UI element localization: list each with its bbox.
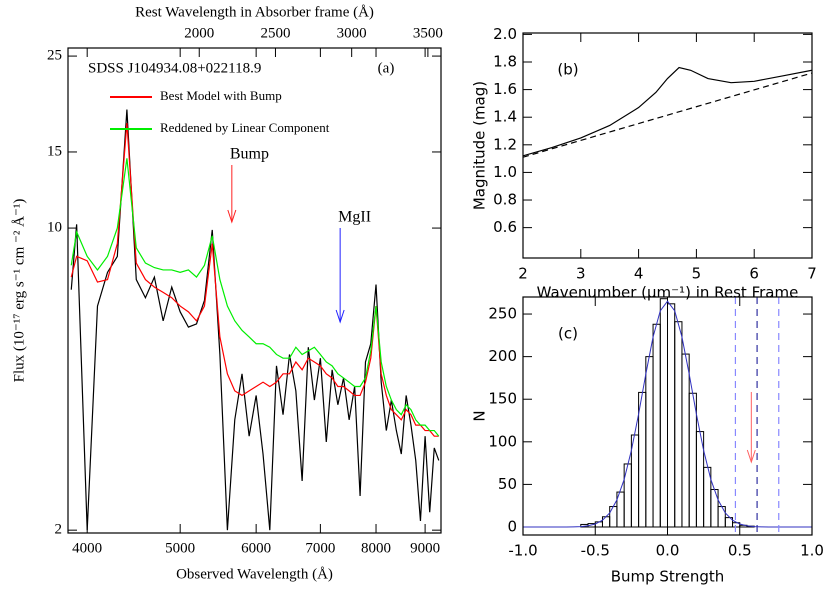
histogram-bar [659, 298, 669, 528]
x-tick-label: 3 [576, 265, 586, 283]
panel-title: SDSS J104934.08+022118.9 [88, 60, 261, 76]
annotation-label: MgII [338, 209, 371, 226]
y-tick-label: 1.6 [493, 80, 517, 98]
x-tick-label: 4 [634, 265, 644, 283]
y-tick-label: 0.8 [493, 191, 517, 209]
y-tick-label: 1.4 [493, 108, 517, 126]
annotation-label: Bump [230, 146, 269, 163]
series-line [70, 122, 439, 437]
plot-area [523, 297, 812, 535]
x-tick-label: 5000 [165, 540, 195, 556]
series-line [523, 66, 812, 157]
y-tick-label: 2.0 [493, 25, 517, 43]
y-tick-label: 200 [488, 347, 517, 365]
y-tick-label: 10 [47, 220, 62, 236]
fit-curve [523, 300, 812, 528]
x-tick-label: 8000 [361, 540, 391, 556]
histogram-bar [652, 323, 661, 528]
panel-label: (a) [378, 60, 395, 76]
annotation-arrow-head [227, 209, 237, 224]
series-line [523, 72, 812, 158]
y-tick-label: 1.0 [493, 163, 517, 181]
x2-tick-label: 2000 [184, 25, 214, 41]
x-axis-label: Bump Strength [611, 568, 725, 586]
plot-frame [67, 47, 442, 534]
x-tick-label: 0.0 [656, 542, 680, 560]
arrow-head [746, 449, 756, 464]
histogram-bar [601, 516, 611, 528]
histogram-bar [674, 321, 683, 528]
y-tick-label: 1.8 [493, 52, 517, 70]
histogram-bar [667, 303, 676, 528]
x-tick-label: 4000 [72, 540, 102, 556]
histogram-bar [609, 506, 618, 528]
plot-area [523, 66, 812, 158]
plot-area [70, 109, 440, 531]
histogram-bar [681, 353, 690, 528]
plot-frame [522, 296, 813, 536]
histogram-bar [688, 392, 697, 528]
y-tick-label: 50 [498, 475, 517, 493]
x-tick-label: 5 [692, 265, 702, 283]
annotation-arrow-head [335, 309, 345, 324]
legend-label: Reddened by Linear Component [160, 120, 330, 135]
x2-tick-label: 3500 [413, 25, 443, 41]
x-tick-label: 7000 [305, 540, 335, 556]
y-axis-label: Flux (10⁻¹⁷ erg s⁻¹ cm ⁻² Å⁻¹) [11, 199, 27, 383]
plot-frame [522, 32, 813, 259]
x-tick-label: 0.5 [728, 542, 752, 560]
x-tick-label: 9000 [410, 540, 440, 556]
y-tick-label: 1.2 [493, 135, 517, 153]
x-tick-label: -0.5 [581, 542, 610, 560]
histogram-bar [717, 506, 726, 528]
y-tick-label: 150 [488, 390, 517, 408]
x2-axis-label: Rest Wavelength in Absorber frame (Å) [135, 4, 374, 20]
y-tick-label: 100 [488, 432, 517, 450]
y-tick-label: 25 [47, 48, 62, 64]
series-line [70, 109, 440, 531]
x-tick-label: -1.0 [508, 542, 537, 560]
y-tick-label: 0 [507, 517, 517, 535]
x2-tick-label: 3000 [337, 25, 367, 41]
y-tick-label: 15 [47, 143, 62, 159]
legend-label: Best Model with Bump [160, 88, 282, 103]
y-axis-label: N [471, 410, 489, 421]
histogram-bar [645, 356, 654, 528]
histogram-bar [630, 434, 640, 528]
x-tick-label: 1.0 [800, 542, 824, 560]
x-axis-label: Observed Wavelength (Å) [176, 566, 333, 582]
panel-label: (b) [557, 61, 578, 79]
x2-tick-label: 2500 [260, 25, 290, 41]
series-line [70, 158, 440, 437]
y-tick-label: 2 [55, 522, 63, 538]
y-tick-label: 0.6 [493, 218, 517, 236]
panel-label: (c) [558, 325, 578, 343]
x-tick-label: 2 [518, 265, 528, 283]
x-tick-label: 7 [807, 265, 817, 283]
histogram-bar [638, 391, 647, 528]
x-tick-label: 6000 [241, 540, 271, 556]
y-axis-label: Magnitude (mag) [471, 81, 489, 210]
x-tick-label: 6 [749, 265, 759, 283]
y-tick-label: 250 [488, 305, 517, 323]
histogram-bar [710, 489, 719, 528]
